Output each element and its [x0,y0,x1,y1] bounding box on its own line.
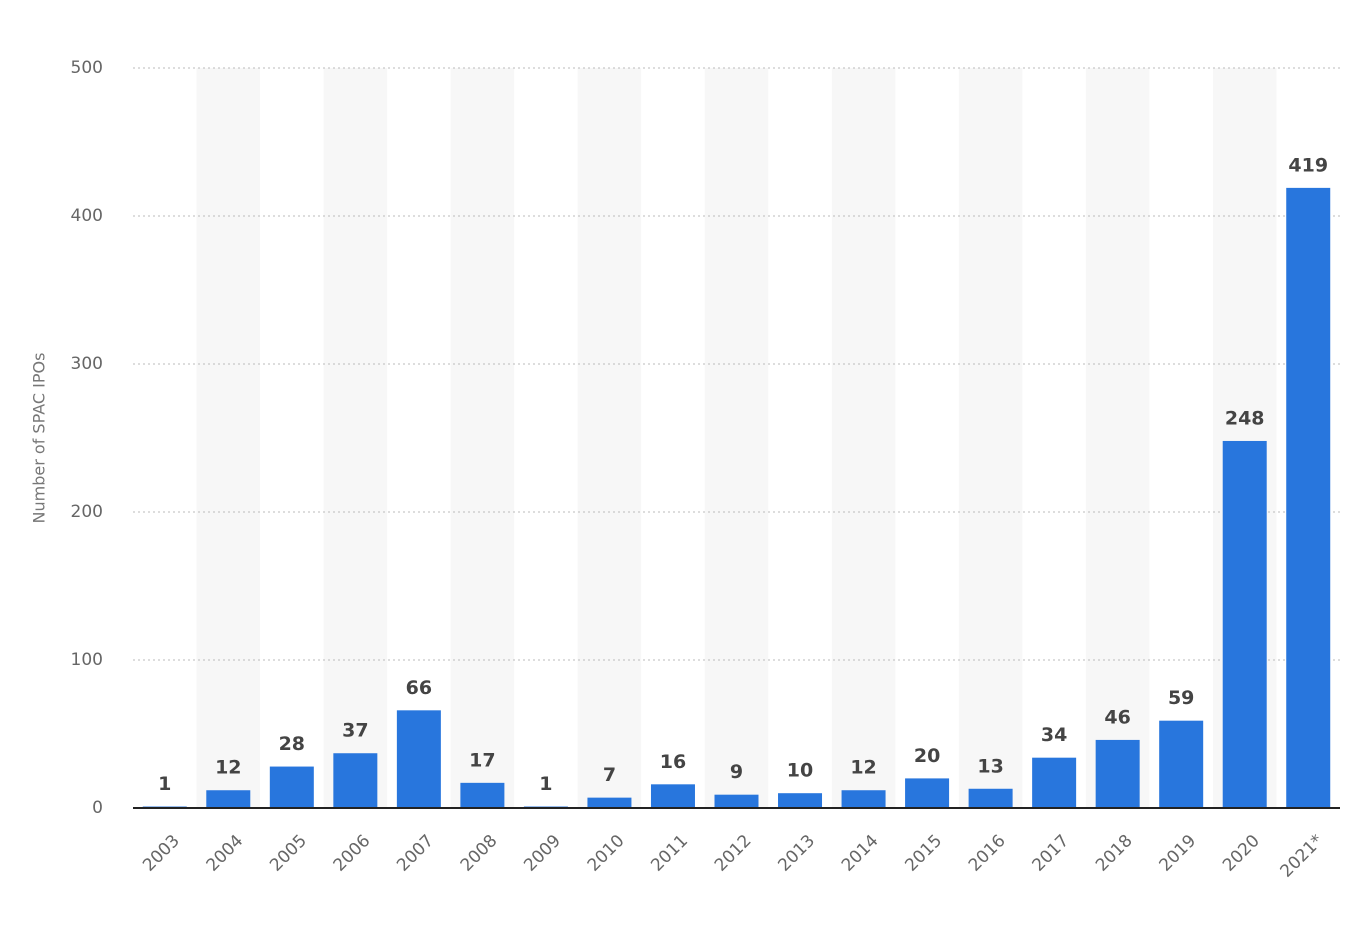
y-tick-label: 200 [71,502,103,522]
x-tick-label: 2021* [1277,831,1328,882]
bar [650,784,695,808]
x-tick-label: 2017 [1028,831,1073,876]
value-label: 9 [730,761,743,783]
bar [714,794,759,808]
x-tick-label: 2016 [965,831,1010,876]
band-shade [704,68,769,808]
value-label: 10 [787,760,813,782]
band-shade [323,68,388,808]
x-tick-label: 2007 [393,831,438,876]
band-shade [577,68,642,808]
y-tick-label: 100 [71,650,103,670]
band-shade [958,68,1023,808]
bar [1286,187,1331,808]
x-tick-label: 2012 [711,831,756,876]
value-label: 16 [660,751,686,773]
bar [905,778,950,808]
value-label: 248 [1225,407,1265,429]
value-label: 13 [977,755,1003,777]
bar [587,797,632,808]
x-tick-label: 2011 [647,831,692,876]
bar [1095,739,1140,808]
value-label: 1 [158,773,171,795]
value-label: 17 [469,749,495,771]
band-shade [831,68,896,808]
x-tick-label: 2014 [838,831,883,876]
y-axis-label: Number of SPAC IPOs [30,353,49,524]
value-label: 20 [914,745,940,767]
x-tick-label: 2019 [1156,831,1201,876]
y-tick-label: 500 [71,58,103,78]
bar [841,790,886,808]
value-label: 34 [1041,724,1067,746]
y-tick-label: 400 [71,206,103,226]
x-tick-label: 2006 [330,831,375,876]
bar [778,793,823,808]
value-label: 37 [342,720,368,742]
x-tick-label: 2013 [774,831,819,876]
x-tick-label: 2015 [901,831,946,876]
bar [1159,720,1204,808]
band-shade [1085,68,1150,808]
y-tick-label: 300 [71,354,103,374]
x-tick-label: 2003 [139,831,184,876]
value-label: 12 [215,757,241,779]
value-label: 66 [406,677,432,699]
value-label: 59 [1168,687,1194,709]
bar [1222,440,1267,808]
value-label: 46 [1104,706,1130,728]
x-tick-label: 2018 [1092,831,1137,876]
bar [333,753,378,808]
value-label: 1 [539,773,552,795]
bar [460,782,505,808]
x-tick-label: 2004 [203,831,248,876]
band-shade [450,68,515,808]
x-tick-label: 2009 [520,831,565,876]
x-tick-label: 2008 [457,831,502,876]
bar [968,788,1013,808]
value-label: 419 [1288,154,1328,176]
band-shade [196,68,261,808]
x-tick-label: 2020 [1219,831,1264,876]
value-label: 7 [603,764,616,786]
bar [269,766,314,808]
value-label: 12 [850,757,876,779]
x-tick-label: 2005 [266,831,311,876]
bar [1032,757,1077,808]
bar [396,710,441,808]
bar [206,790,251,808]
x-tick-label: 2010 [584,831,629,876]
y-tick-label: 0 [92,798,103,818]
value-label: 28 [279,733,305,755]
